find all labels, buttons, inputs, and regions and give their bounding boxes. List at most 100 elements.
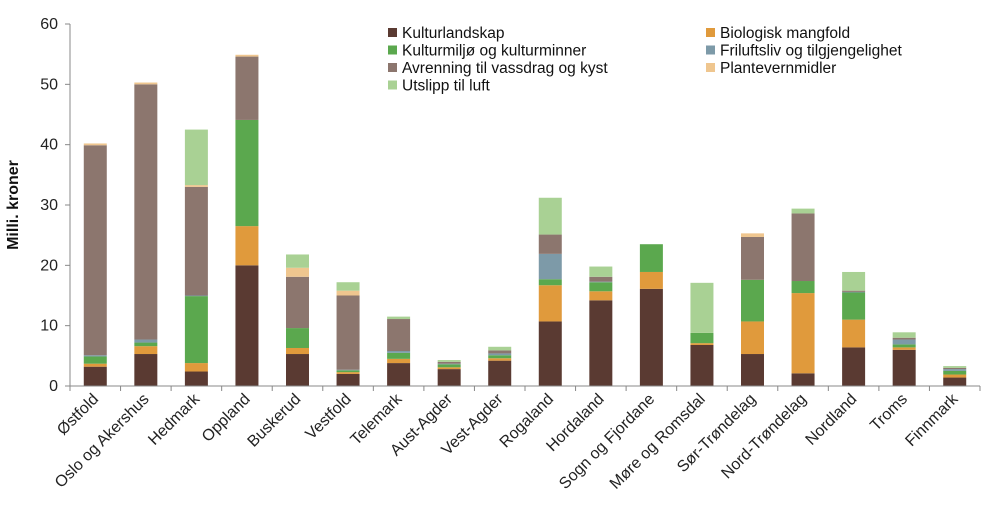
x-tick-label: Vestfold xyxy=(303,391,355,443)
bar-segment xyxy=(943,374,967,378)
bar-segment xyxy=(791,208,815,214)
y-tick-label: 50 xyxy=(40,76,58,93)
legend-item: Plantevernmidler xyxy=(706,60,836,77)
x-tick-label: Sogn og Fjordane xyxy=(556,391,658,493)
bar-stack xyxy=(387,316,411,386)
bar-stack xyxy=(690,282,714,386)
bar-stack xyxy=(791,208,815,386)
bar-segment xyxy=(83,363,107,367)
bar-segment xyxy=(488,353,512,356)
bar-stack xyxy=(538,197,562,386)
bar-segment xyxy=(741,354,764,386)
legend-swatch xyxy=(388,80,397,90)
bar-segment xyxy=(892,349,916,386)
bar-segment xyxy=(134,82,158,85)
bar-segment xyxy=(639,288,663,386)
bar-segment xyxy=(134,84,158,340)
bar-stack xyxy=(184,129,208,386)
bar-segment xyxy=(842,291,866,293)
bar-stack xyxy=(235,54,259,386)
legend-swatch xyxy=(388,45,397,55)
bar-segment xyxy=(184,129,208,186)
y-tick-label: 60 xyxy=(40,16,58,33)
bar-segment xyxy=(842,292,866,320)
bar-segment xyxy=(235,54,259,57)
bar-segment xyxy=(488,346,512,351)
bar-segment xyxy=(83,355,107,357)
y-tick-label: 10 xyxy=(40,318,58,335)
bar-segment xyxy=(83,145,107,356)
bar-segment xyxy=(892,339,916,345)
y-axis: 0 10 20 30 40 50 60 xyxy=(40,16,71,395)
bar-segment xyxy=(336,373,360,386)
bar-segment xyxy=(538,234,562,254)
bar-segment xyxy=(437,361,461,364)
legend-swatch xyxy=(388,28,397,37)
bar-segment xyxy=(488,360,512,386)
y-tick-label: 20 xyxy=(40,257,58,274)
bar-segment xyxy=(286,328,309,348)
bar-segment xyxy=(842,347,866,386)
bar-segment xyxy=(791,373,815,386)
bar-segment xyxy=(83,143,107,146)
bar-segment xyxy=(387,351,411,353)
bar-segment xyxy=(741,233,764,237)
bar-segment xyxy=(639,244,663,272)
bar-stack xyxy=(842,271,866,386)
bar-segment xyxy=(184,296,208,364)
bar-segment xyxy=(741,321,764,355)
x-tick-label: Oslo og Akershus xyxy=(52,391,153,492)
bar-stack xyxy=(741,233,764,386)
bar-segment xyxy=(437,363,461,365)
legend: Kulturlandskap Biologisk mangfold Kulturmi… xyxy=(388,25,902,95)
legend-swatch xyxy=(706,63,715,72)
legend-swatch xyxy=(706,28,715,37)
legend-label: Plantevernmidler xyxy=(720,60,836,77)
bar-segment xyxy=(943,367,967,370)
bar-segment xyxy=(437,369,461,386)
bar-segment xyxy=(437,364,461,368)
y-axis-label: Milli. kroner xyxy=(5,160,22,250)
legend-item: Biologisk mangfold xyxy=(706,25,850,42)
bar-segment xyxy=(589,291,613,301)
bar-segment xyxy=(791,281,815,294)
bar-segment xyxy=(387,319,411,352)
bar-segment xyxy=(538,253,562,280)
bar-segment xyxy=(286,267,309,277)
bar-segment xyxy=(741,236,764,280)
bar-segment xyxy=(134,339,158,343)
legend-swatch xyxy=(706,45,715,55)
bar-segment xyxy=(892,347,916,350)
y-tick-label: 0 xyxy=(49,378,58,395)
bar-segment xyxy=(892,332,916,338)
bar-segment xyxy=(184,185,208,187)
legend-label: Kulturmiljø og kulturminner xyxy=(402,43,586,60)
x-tick-label: Troms xyxy=(867,391,911,435)
bar-segment xyxy=(589,281,613,283)
bar-segment xyxy=(336,369,360,371)
y-tick-label: 40 xyxy=(40,137,58,154)
bar-segment xyxy=(184,371,208,386)
x-tick-label: Finnmark xyxy=(902,390,962,450)
bar-segment xyxy=(336,370,360,373)
x-tick-label: Møre og Romsdal xyxy=(607,391,709,493)
bar-segment xyxy=(286,276,309,329)
bar-segment xyxy=(235,226,259,266)
bar-segment xyxy=(943,370,967,375)
x-tick-label: Buskerud xyxy=(245,391,305,451)
bar-segment xyxy=(387,352,411,359)
legend-label: Utslipp til luft xyxy=(402,78,491,95)
bar-segment xyxy=(488,358,512,361)
x-tick-label: Nordland xyxy=(803,391,861,449)
legend-item: Friluftsliv og tilgjengelighet xyxy=(706,43,902,60)
bar-segment xyxy=(842,290,866,292)
y-tick-label: 30 xyxy=(40,197,58,214)
bar-segment xyxy=(134,346,158,355)
legend-swatch xyxy=(388,63,397,72)
bar-segment xyxy=(842,271,866,291)
bar-stack xyxy=(286,254,309,386)
bar-segment xyxy=(690,344,714,386)
bar-segment xyxy=(589,300,613,386)
legend-item: Kulturlandskap xyxy=(388,25,505,42)
